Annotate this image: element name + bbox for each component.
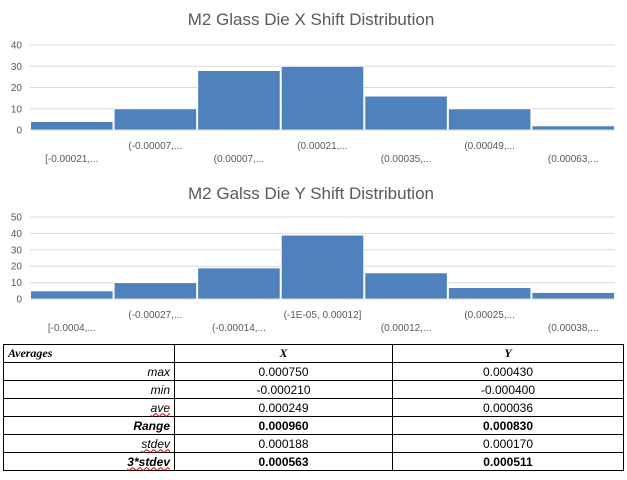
row-label-text: stdev bbox=[141, 436, 170, 451]
histogram-bar bbox=[113, 108, 198, 131]
table-row: ave 0.000249 0.000036 bbox=[3, 398, 624, 417]
y-shift-plot: 0 10 20 30 40 50 [-0.0004,... (-0.00027,... (-0.… bbox=[11, 213, 616, 334]
row-label: stdev bbox=[3, 434, 175, 453]
y-value: 0.000170 bbox=[392, 434, 624, 453]
x-tick-label: [-0.0004,... bbox=[48, 323, 96, 334]
histogram-bar bbox=[531, 125, 616, 131]
y-tick-label: 30 bbox=[11, 62, 23, 73]
row-label: 3*stdev bbox=[3, 452, 175, 471]
y-value: 0.000036 bbox=[392, 398, 624, 417]
y-tick-label: 0 bbox=[16, 126, 22, 137]
row-label-text: Range bbox=[133, 418, 170, 433]
y-tick-label: 50 bbox=[11, 213, 23, 224]
x-value: 0.000188 bbox=[174, 434, 393, 453]
x-tick-label: [-0.00021,... bbox=[45, 154, 98, 165]
x-value: -0.000210 bbox=[174, 380, 393, 399]
row-label-text: max bbox=[147, 364, 170, 379]
header-x: X bbox=[174, 344, 393, 363]
y-tick-label: 40 bbox=[11, 229, 23, 240]
row-label-text: 3*stdev bbox=[127, 454, 170, 469]
y-tick-label: 40 bbox=[11, 41, 23, 52]
table-row: max 0.000750 0.000430 bbox=[3, 362, 624, 381]
x-value: 0.000750 bbox=[174, 362, 393, 381]
stats-table: Averages X Y max 0.000750 0.000430 min -0.00… bbox=[3, 344, 624, 471]
x-shift-plot: 0 10 20 30 40 [-0.00021,... (-0.00007,... (0.00… bbox=[11, 41, 616, 165]
y-tick-label: 30 bbox=[11, 245, 23, 256]
header-averages: Averages bbox=[3, 344, 175, 363]
x-tick-label: (-1E-05, 0.00012] bbox=[284, 310, 362, 321]
table-row: stdev 0.000188 0.000170 bbox=[3, 434, 624, 453]
y-value: 0.000830 bbox=[392, 416, 624, 435]
histogram-bar bbox=[280, 65, 365, 131]
histogram-bar bbox=[113, 282, 198, 300]
x-value: 0.000960 bbox=[174, 416, 393, 435]
row-label: max bbox=[3, 362, 175, 381]
y-tick-label: 10 bbox=[11, 104, 23, 115]
row-label-text: ave bbox=[150, 400, 170, 415]
y-shift-chart: M2 Galss Die Y Shift Distribution 0 10 20 3… bbox=[3, 176, 619, 342]
x-tick-label: (-0.00027,... bbox=[128, 310, 182, 321]
x-tick-label: (0.00025,... bbox=[464, 310, 515, 321]
x-tick-label: (0.00049,... bbox=[464, 141, 515, 152]
x-tick-label: (0.00063,... bbox=[548, 154, 599, 165]
y-value: 0.000511 bbox=[392, 452, 624, 471]
row-label: min bbox=[3, 380, 175, 399]
x-value: 0.000563 bbox=[174, 452, 393, 471]
chart-title: M2 Galss Die Y Shift Distribution bbox=[188, 184, 434, 203]
histogram-bar bbox=[364, 272, 448, 300]
x-tick-label: (-0.00014,... bbox=[212, 323, 266, 334]
x-tick-label: (0.00035,... bbox=[381, 154, 432, 165]
x-tick-label: (-0.00007,... bbox=[128, 141, 182, 152]
row-label: Range bbox=[3, 416, 175, 435]
y-tick-label: 20 bbox=[11, 83, 23, 94]
histogram-bar bbox=[30, 290, 114, 300]
y-tick-label: 10 bbox=[11, 278, 23, 289]
histogram-bar bbox=[447, 287, 532, 300]
x-tick-label: (0.00021,... bbox=[297, 141, 348, 152]
histogram-bar bbox=[364, 95, 448, 131]
histogram-bar bbox=[447, 108, 532, 131]
table-row: 3*stdev 0.000563 0.000511 bbox=[3, 452, 624, 471]
table-row: Range 0.000960 0.000830 bbox=[3, 416, 624, 435]
y-tick-label: 0 bbox=[16, 295, 22, 306]
histogram-bar bbox=[197, 70, 281, 131]
x-tick-label: (0.00012,... bbox=[381, 323, 432, 334]
y-tick-label: 20 bbox=[11, 262, 23, 273]
x-shift-chart: M2 Glass Die X Shift Distribution 0 10 20 3… bbox=[3, 2, 619, 174]
y-value: 0.000430 bbox=[392, 362, 624, 381]
x-tick-label: (0.00038,... bbox=[548, 323, 599, 334]
header-y: Y bbox=[392, 344, 624, 363]
histogram-bar bbox=[197, 267, 281, 300]
chart-title: M2 Glass Die X Shift Distribution bbox=[187, 10, 435, 29]
y-value: -0.000400 bbox=[392, 380, 624, 399]
table-row: min -0.000210 -0.000400 bbox=[3, 380, 624, 399]
histogram-bar bbox=[30, 121, 114, 131]
table-header-row: Averages X Y bbox=[3, 344, 624, 363]
histogram-bar bbox=[280, 234, 365, 300]
row-label: ave bbox=[3, 398, 175, 417]
histogram-bar bbox=[531, 291, 616, 300]
row-label-text: min bbox=[150, 382, 170, 397]
x-value: 0.000249 bbox=[174, 398, 393, 417]
x-tick-label: (0.00007,... bbox=[214, 154, 265, 165]
